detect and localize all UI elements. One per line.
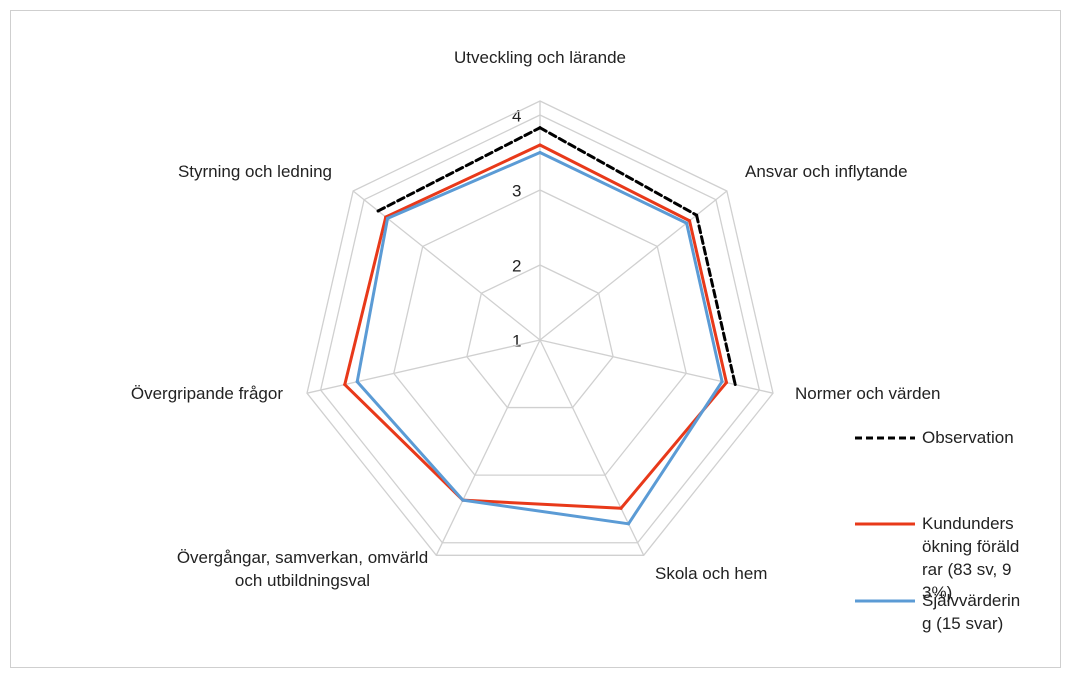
r-tick-label: 3: [512, 181, 521, 200]
series-line: [355, 380, 465, 502]
spoke: [539, 339, 645, 556]
frame: [10, 10, 1061, 668]
data-point: [538, 151, 542, 154]
data-point: [343, 383, 347, 387]
data-point: [695, 213, 699, 217]
data-point: [733, 383, 737, 387]
spoke: [435, 339, 541, 556]
data-point: [461, 498, 465, 502]
series-line: [376, 126, 542, 213]
data-point: [619, 506, 623, 510]
series-line: [343, 215, 388, 387]
grid-ring: [393, 189, 687, 476]
data-point: [355, 380, 359, 384]
series-line: [355, 216, 390, 384]
legend-label: Självvärdering (15 svar): [922, 591, 1021, 633]
data-point: [386, 216, 390, 220]
series-line: [538, 126, 699, 217]
grid-ring: [319, 114, 761, 544]
data-point: [538, 143, 542, 147]
series-line: [688, 219, 728, 385]
data-point: [538, 126, 542, 130]
data-point: [376, 209, 380, 213]
data-point: [627, 522, 631, 526]
series-line: [343, 383, 465, 502]
outer-ring: [306, 100, 774, 556]
series-line: [695, 213, 737, 387]
grid-ring: [466, 264, 614, 409]
data-point: [720, 380, 724, 384]
spoke: [539, 339, 774, 394]
category-label: Övergångar, samverkan, omvärld och utbil…: [176, 548, 429, 590]
series-line: [461, 498, 623, 510]
data-point: [685, 221, 689, 225]
spoke: [352, 190, 541, 341]
category-label: Övergripande frågor: [130, 384, 283, 403]
series-line: [685, 221, 724, 384]
series-line: [386, 151, 542, 220]
r-tick-label: 4: [512, 106, 521, 125]
series-line: [538, 143, 692, 223]
category-label: Skola och hem: [655, 564, 768, 583]
data-point: [724, 381, 728, 385]
category-label: Normer och värden: [795, 384, 941, 403]
spoke: [306, 339, 541, 394]
legend-label: Observation: [922, 428, 1014, 447]
category-label: Styrning och ledning: [177, 162, 332, 181]
r-tick-label: 2: [512, 256, 521, 275]
category-label: Utveckling och lärande: [454, 48, 626, 67]
series-line: [384, 143, 542, 219]
data-point: [688, 219, 692, 223]
r-tick-label: 1: [512, 331, 521, 350]
series-line: [627, 380, 724, 526]
series-line: [461, 498, 631, 526]
legend-label: Kundundersökning föräldrar (83 sv, 93%): [922, 514, 1020, 602]
series-line: [538, 151, 689, 225]
category-label: Ansvar och inflytande: [745, 162, 908, 181]
